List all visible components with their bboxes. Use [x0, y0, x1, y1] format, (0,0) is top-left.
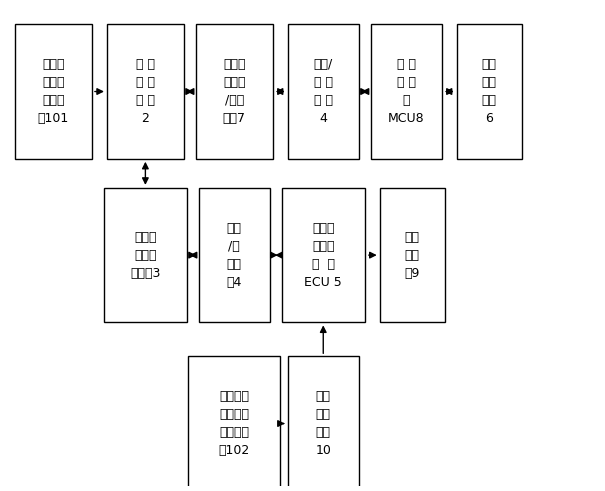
FancyBboxPatch shape — [288, 356, 359, 491]
Text: 信息
存储
模块
6: 信息 存储 模块 6 — [482, 58, 497, 125]
FancyBboxPatch shape — [107, 24, 184, 159]
FancyBboxPatch shape — [457, 24, 522, 159]
Text: 调制
/解
调单
元4: 调制 /解 调单 元4 — [227, 221, 242, 289]
Text: 车载
显示
屏9: 车载 显示 屏9 — [405, 231, 420, 279]
FancyBboxPatch shape — [379, 188, 445, 323]
Text: 无线信
号发射
/接收
模块7: 无线信 号发射 /接收 模块7 — [223, 58, 246, 125]
Text: 调制/
解 调
单 元
4: 调制/ 解 调 单 元 4 — [313, 58, 333, 125]
Text: 车内分
析处理
单  元
ECU 5: 车内分 析处理 单 元 ECU 5 — [304, 221, 342, 289]
FancyBboxPatch shape — [199, 188, 270, 323]
FancyBboxPatch shape — [104, 188, 187, 323]
Text: 无 线
通 信
装 置
2: 无 线 通 信 装 置 2 — [136, 58, 155, 125]
FancyBboxPatch shape — [371, 24, 442, 159]
FancyBboxPatch shape — [15, 24, 92, 159]
FancyBboxPatch shape — [196, 24, 273, 159]
Text: 车位上
的激光
定位设
备101: 车位上 的激光 定位设 备101 — [38, 58, 69, 125]
FancyBboxPatch shape — [282, 188, 365, 323]
Text: 激光
收发
装置
10: 激光 收发 装置 10 — [315, 390, 331, 457]
Text: 直线通道
末端的激
光定位设
备102: 直线通道 末端的激 光定位设 备102 — [218, 390, 250, 457]
FancyBboxPatch shape — [288, 24, 359, 159]
FancyBboxPatch shape — [188, 356, 280, 491]
Text: 车内的
无线通
信装置3: 车内的 无线通 信装置3 — [130, 231, 160, 279]
Text: 中 央
处 理
器
MCU8: 中 央 处 理 器 MCU8 — [388, 58, 425, 125]
